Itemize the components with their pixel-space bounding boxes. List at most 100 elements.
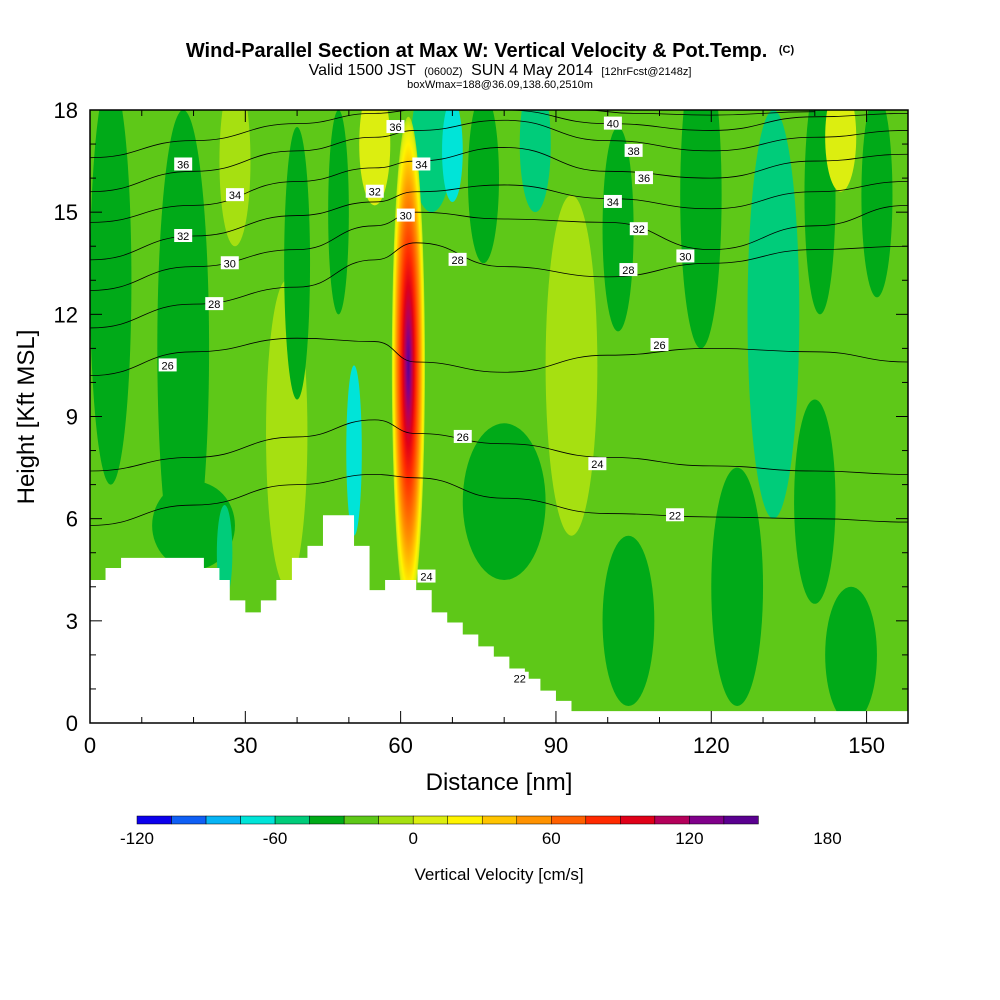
colorbar-swatch <box>343 815 379 825</box>
velocity-region <box>467 110 499 264</box>
contour-label-text: 36 <box>177 159 189 171</box>
y-tick-label: 9 <box>66 405 78 430</box>
contour-label-text: 28 <box>451 255 463 267</box>
contour-label: 28 <box>448 252 467 267</box>
contour-label-text: 34 <box>607 197 619 209</box>
colorbar-label: Vertical Velocity [cm/s] <box>414 865 583 884</box>
contour-label: 30 <box>396 208 415 223</box>
theta-contour-40 <box>581 110 815 116</box>
title-valid-date: SUN 4 May 2014 <box>471 62 593 79</box>
title-mark: (C) <box>779 44 795 56</box>
contour-label: 22 <box>510 671 529 686</box>
contour-label-text: 34 <box>229 190 241 202</box>
x-axis-label: Distance [nm] <box>426 769 573 796</box>
y-tick-label: 0 <box>66 711 78 736</box>
theta-contour-22 <box>90 473 908 526</box>
contour-label: 24 <box>588 457 607 471</box>
velocity-region <box>410 110 453 213</box>
contour-label-text: 28 <box>208 299 220 311</box>
contour-label: 38 <box>624 143 643 158</box>
contour-label-text: 22 <box>669 510 681 522</box>
contour-label: 34 <box>225 188 244 202</box>
contour-label-text: 28 <box>622 265 634 277</box>
colorbar-swatch <box>447 815 483 825</box>
colorbar-swatch <box>620 815 656 825</box>
x-tick-label: 120 <box>693 733 730 758</box>
velocity-field <box>90 110 893 723</box>
velocity-region <box>442 110 463 202</box>
contour-label-text: 26 <box>653 340 665 352</box>
contour-label: 32 <box>629 222 648 236</box>
colorbar-tick-label: 180 <box>813 829 841 848</box>
velocity-region <box>602 127 634 332</box>
contour-label-text: 32 <box>177 231 189 243</box>
colorbar: -120 -60 0 60 120 180 <box>120 815 842 848</box>
contour-label-text: 24 <box>591 459 603 471</box>
colorbar-swatch <box>136 815 172 825</box>
y-tick-label: 3 <box>66 609 78 634</box>
colorbar-swatch <box>585 815 621 825</box>
title-valid: Valid 1500 JST <box>309 62 417 79</box>
colorbar-swatch <box>205 815 241 825</box>
contour-label-text: 32 <box>633 224 645 236</box>
velocity-region <box>747 110 800 519</box>
svg-text:Valid 1500 JST (0600Z): Valid 1500 JST (0600Z) SUN 4 May 2014 [1… <box>309 62 692 79</box>
velocity-region <box>545 195 598 536</box>
contour-label-text: 36 <box>638 173 650 185</box>
velocity-region <box>602 535 655 706</box>
colorbar-swatch <box>171 815 207 825</box>
colorbar-swatch <box>274 815 310 825</box>
y-axis-label: Height [Kft MSL] <box>13 330 40 505</box>
velocity-region <box>519 110 551 213</box>
y-tick-label: 18 <box>54 98 78 123</box>
y-tick-label: 12 <box>54 302 78 327</box>
contour-label-text: 22 <box>514 674 526 686</box>
contour-label-text: 30 <box>224 258 236 270</box>
contour-label: 36 <box>386 120 405 134</box>
velocity-region <box>825 586 877 723</box>
contour-label: 26 <box>158 358 177 372</box>
colorbar-tick-label: 60 <box>542 829 561 848</box>
contour-label: 22 <box>666 508 685 522</box>
colorbar-swatch <box>689 815 725 825</box>
theta-contour-38 <box>90 110 908 159</box>
contour-label: 26 <box>453 429 472 444</box>
contour-label: 24 <box>417 569 436 584</box>
contour-label: 30 <box>676 249 695 263</box>
velocity-region <box>794 399 836 604</box>
x-tick-label: 30 <box>233 733 257 758</box>
theta-contour-26 <box>90 337 908 377</box>
contour-label: 36 <box>634 171 653 185</box>
velocity-region <box>861 110 893 298</box>
velocity-region <box>216 505 233 601</box>
contour-label-text: 32 <box>369 187 381 199</box>
colorbar-swatch <box>481 815 518 825</box>
contour-label-text: 26 <box>162 360 174 372</box>
theta-contour-labels: 36 34 32 30 28 26 36 34 32 30 28 26 24 22 40 38 36 34 32 30… <box>158 116 695 686</box>
velocity-region <box>359 110 391 206</box>
contour-label-text: 26 <box>457 432 469 444</box>
title-valid-utc: (0600Z) <box>424 66 463 78</box>
title-main: Wind-Parallel Section at Max W: Vertical… <box>186 40 767 62</box>
colorbar-tick-label: 0 <box>408 829 417 848</box>
contour-label-text: 38 <box>627 146 639 158</box>
colorbar-tick-label: 120 <box>675 829 703 848</box>
contour-label: 32 <box>174 229 193 243</box>
contour-label: 36 <box>174 157 193 171</box>
y-tick-label: 6 <box>66 507 78 532</box>
contour-label: 34 <box>412 157 431 171</box>
colorbar-swatch <box>412 815 448 825</box>
colorbar-swatch <box>240 815 276 825</box>
contour-label: 28 <box>619 263 638 277</box>
x-axis: 0 30 60 90 120 150 <box>84 110 885 758</box>
terrain-mask <box>90 515 908 723</box>
velocity-region <box>346 365 362 536</box>
velocity-region <box>462 423 546 580</box>
contour-label-text: 30 <box>679 251 691 263</box>
contour-label-text: 40 <box>607 119 619 131</box>
colorbar-swatch <box>551 815 587 825</box>
colorbar-tick-label: -60 <box>263 829 288 848</box>
velocity-region <box>219 110 251 247</box>
